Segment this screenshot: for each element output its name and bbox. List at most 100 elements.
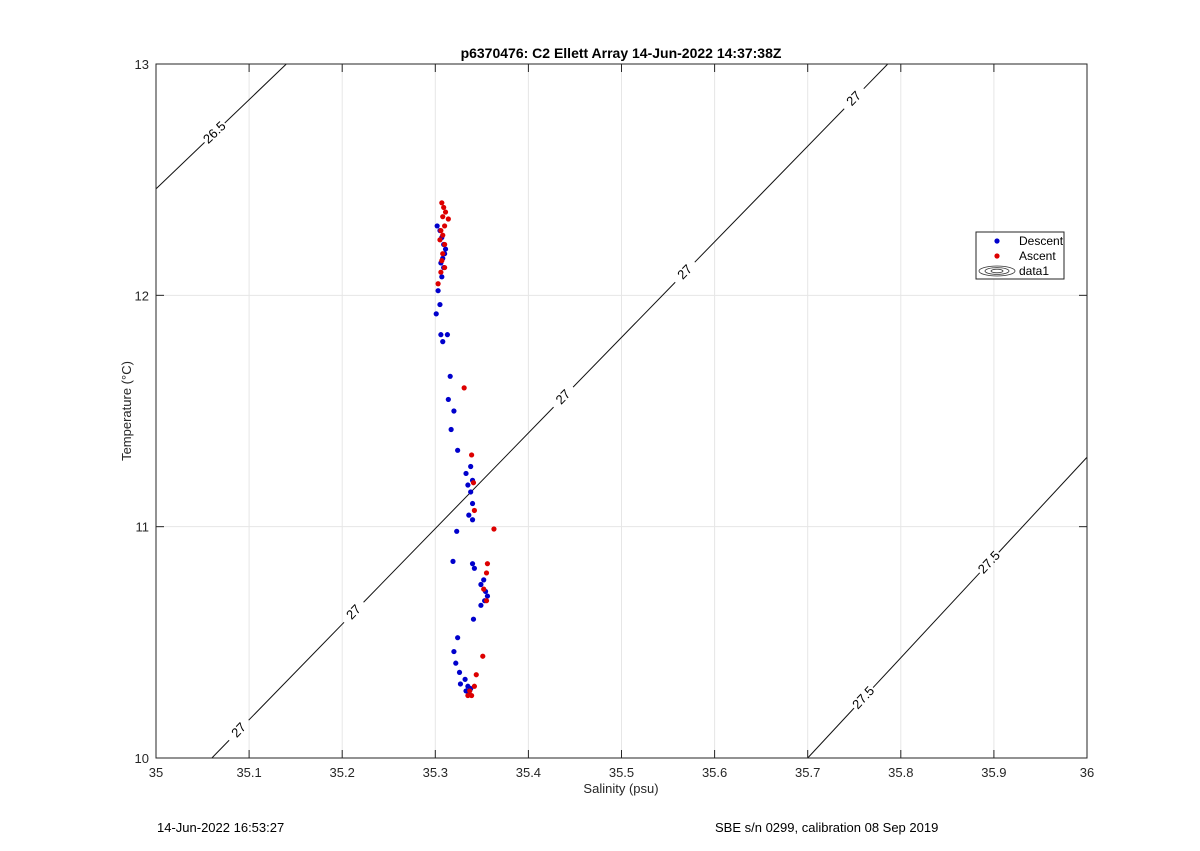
y-tick-label: 12 <box>135 288 149 303</box>
ascent-point <box>440 251 446 257</box>
legend-label-ascent: Ascent <box>1019 249 1056 263</box>
descent-point <box>469 517 476 523</box>
ascent-point <box>491 526 497 532</box>
descent-point <box>478 602 484 608</box>
x-tick-label: 35.2 <box>330 765 355 780</box>
descent-point <box>465 482 471 488</box>
descent-point <box>481 577 487 583</box>
descent-point <box>462 676 468 682</box>
ascent-point <box>442 209 449 215</box>
ascent-point <box>480 653 486 659</box>
x-tick-label: 35.3 <box>423 765 448 780</box>
density-contour-line <box>998 456 1088 553</box>
x-tick-label: 35.7 <box>795 765 820 780</box>
descent-point <box>468 489 474 495</box>
descent-point <box>450 558 456 564</box>
contour-label: 27 <box>228 719 249 740</box>
density-contour-line <box>863 63 889 90</box>
density-contour-line <box>572 281 676 388</box>
y-tick-label: 11 <box>136 520 150 535</box>
y-tick-label: 10 <box>135 751 149 766</box>
ascent-point <box>439 200 445 206</box>
y-tick-label: 13 <box>135 57 149 72</box>
descent-point <box>442 246 449 252</box>
x-axis-label: Salinity (psu) <box>583 781 658 796</box>
descent-point <box>451 408 457 414</box>
descent-point <box>466 512 472 518</box>
descent-point <box>457 681 464 687</box>
ascent-point <box>445 216 451 222</box>
ascent-point <box>483 570 490 576</box>
density-contour-line <box>211 739 230 759</box>
contour-label: 27 <box>674 261 695 282</box>
x-tick-label: 36 <box>1080 765 1094 780</box>
ascent-point <box>440 232 446 238</box>
descent-point <box>468 463 474 470</box>
ascent-point <box>471 683 478 689</box>
ascent-point <box>481 586 487 592</box>
ascent-point <box>470 480 477 486</box>
descent-point <box>469 500 476 507</box>
ascent-point <box>442 264 448 271</box>
ascent-point <box>438 269 444 275</box>
ascent-point <box>469 692 475 699</box>
descent-point <box>435 288 441 294</box>
descent-point <box>444 332 451 338</box>
density-contour-line <box>807 707 855 759</box>
ascent-point <box>483 598 490 604</box>
descent-point <box>454 528 460 534</box>
descent-point <box>439 274 445 280</box>
density-contour-line <box>872 572 981 688</box>
grid-lines <box>156 64 1087 758</box>
x-tick-label: 35.6 <box>702 765 727 780</box>
descent-point <box>440 339 446 345</box>
ascent-point <box>437 237 443 243</box>
descent-point <box>478 581 484 588</box>
descent-point <box>438 332 444 338</box>
legend: Descent Ascent data1 <box>975 231 1065 280</box>
descent-point <box>456 669 463 676</box>
ascent-point <box>441 204 447 211</box>
descent-point <box>484 593 491 599</box>
x-tick-label: 35.8 <box>888 765 913 780</box>
legend-label-descent: Descent <box>1019 234 1064 248</box>
descent-point <box>433 311 439 317</box>
ascent-point <box>442 223 448 229</box>
legend-label-data1: data1 <box>1019 264 1049 278</box>
ascent-point <box>438 227 444 234</box>
ascent-point <box>471 507 478 514</box>
descent-point <box>445 396 451 403</box>
ascent-point <box>442 241 448 248</box>
y-axis-label: Temperature (°C) <box>119 361 134 461</box>
axis-ticks: 35 35.1 35.2 35.3 35.4 35.5 35.6 35.7 35.8 35.9 36… <box>135 57 1095 780</box>
descent-point <box>434 223 440 229</box>
descent-point <box>471 565 478 571</box>
footer-calibration: SBE s/n 0299, calibration 08 Sep 2019 <box>715 820 939 835</box>
legend-marker-ascent <box>994 253 1000 259</box>
ascent-point <box>435 281 441 287</box>
ascent-point <box>461 385 467 391</box>
ascent-point <box>467 688 473 694</box>
descent-point <box>469 561 476 567</box>
descent-point <box>448 426 454 433</box>
descent-point <box>455 447 461 453</box>
x-tick-label: 35.4 <box>516 765 541 780</box>
contour-legend-icon <box>978 265 1016 277</box>
ascent-point <box>465 692 471 699</box>
density-contour-line <box>363 406 554 603</box>
descent-point <box>470 616 477 622</box>
descent-point <box>447 373 453 379</box>
ascent-point <box>439 258 445 264</box>
ascent-point <box>440 214 446 220</box>
descent-point <box>453 660 459 666</box>
descent-point <box>437 301 443 308</box>
footer-timestamp: 14-Jun-2022 16:53:27 <box>157 820 285 835</box>
descent-point <box>451 648 457 655</box>
data-points <box>433 200 497 699</box>
ascent-point <box>469 452 475 458</box>
chart-title: p6370476: C2 Ellett Array 14-Jun-2022 14… <box>461 45 782 61</box>
descent-point <box>455 635 461 641</box>
ascent-point <box>484 561 491 567</box>
contour-label: 27 <box>343 601 364 622</box>
